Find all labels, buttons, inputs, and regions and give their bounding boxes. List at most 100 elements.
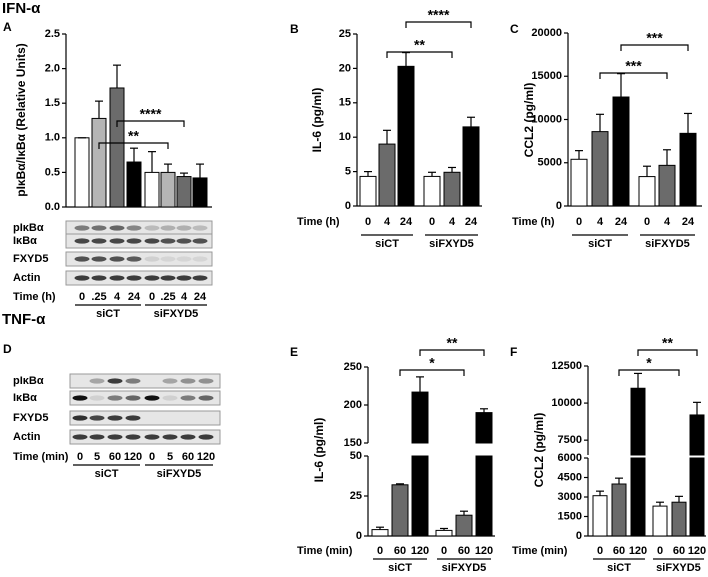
section-header: IFN-α [2, 0, 41, 17]
blot-band [107, 378, 123, 384]
bar [176, 176, 192, 208]
x-axis-label: Time (min) [512, 545, 568, 557]
blot-band [89, 378, 105, 384]
blot-band [107, 434, 123, 440]
group-label: siCT [96, 308, 120, 320]
x-tick-label: 0 [576, 216, 582, 228]
group-label: siFXYD5 [157, 468, 202, 480]
bar [391, 484, 409, 537]
y-tick-label: 10 [339, 131, 351, 143]
y-tick-label: 0 [356, 530, 362, 542]
blot-band [176, 275, 192, 281]
blot-band [192, 238, 208, 244]
bar [371, 529, 389, 537]
x-axis-label: Time (h) [297, 216, 340, 228]
y-tick-label: 25 [350, 490, 362, 502]
y-tick-label: 7500 [558, 434, 582, 446]
x-tick-label: 60 [109, 451, 121, 463]
x-tick-label: 4 [664, 216, 671, 228]
y-axis-label: IL-6 (pg/ml) [312, 418, 326, 483]
significance-label: ** [447, 335, 458, 351]
blot-band [144, 275, 160, 281]
blot-band [176, 238, 192, 244]
blot-band [198, 395, 214, 401]
blot-band [176, 256, 192, 262]
significance-bracket [116, 120, 185, 127]
blot-row-label: Actin [13, 431, 41, 443]
group-label: siCT [607, 562, 631, 574]
group-label: siFXYD5 [656, 562, 701, 574]
y-tick-label: 0.0 [45, 201, 60, 213]
blot-band [91, 238, 107, 244]
x-tick-label: 60 [613, 545, 625, 557]
panel-letter: C [510, 22, 519, 36]
x-tick-label: 60 [458, 545, 470, 557]
blot-band [126, 238, 142, 244]
y-tick-label: 250 [344, 361, 362, 373]
y-tick-label: 10000 [551, 397, 582, 409]
x-tick-label: .25 [91, 291, 106, 303]
significance-bracket [637, 349, 698, 356]
blot-band [126, 275, 142, 281]
significance-label: **** [140, 106, 162, 122]
bar-upper [475, 412, 493, 444]
blot-band [107, 415, 123, 421]
bar [435, 529, 453, 537]
blot-band [89, 395, 105, 401]
blot-band [180, 395, 196, 401]
blot-band [74, 275, 90, 281]
bar [144, 171, 160, 208]
bar [638, 176, 656, 207]
bar [611, 483, 627, 537]
y-tick-label: 1.0 [45, 132, 60, 144]
x-tick-label: 24 [128, 291, 141, 303]
significance-bracket [399, 369, 465, 376]
blot-band [144, 238, 160, 244]
x-axis-label: Time (min) [297, 545, 353, 557]
blot-band [89, 434, 105, 440]
y-tick-label: 200 [344, 399, 362, 411]
blot-band [74, 225, 90, 231]
blot-row-label: FXYD5 [13, 412, 48, 424]
blot-band [125, 378, 141, 384]
y-tick-label: 1500 [558, 510, 582, 522]
blot-row-label: IκBα [13, 235, 37, 247]
y-axis-label: pIκBα/IκBα (Relative Units) [14, 43, 28, 197]
blot-band [109, 275, 125, 281]
blot-band [107, 395, 123, 401]
x-tick-label: 60 [394, 545, 406, 557]
blot-strip [69, 410, 221, 426]
significance-label: *** [625, 58, 642, 74]
blot-band [180, 434, 196, 440]
y-axis-label: CCL2 (pg/ml) [532, 413, 546, 488]
x-tick-label: 24 [615, 216, 628, 228]
significance-bracket [618, 369, 680, 376]
panel-letter: F [510, 345, 517, 359]
y-tick-label: 20000 [531, 27, 562, 39]
x-tick-label: 0 [441, 545, 447, 557]
y-tick-label: 12500 [551, 360, 582, 372]
significance-bracket [620, 44, 689, 51]
x-axis-label: Time (min) [13, 451, 69, 463]
y-tick-label: 0 [556, 200, 562, 212]
bar-lower [630, 457, 646, 537]
bar [126, 161, 142, 208]
group-label: siFXYD5 [442, 562, 487, 574]
blot-band [192, 225, 208, 231]
blot-band [72, 434, 88, 440]
group-label: siFXYD5 [154, 308, 199, 320]
bar [74, 137, 90, 208]
significance-label: * [429, 355, 435, 371]
y-axis-label: CCL2 (pg/ml) [522, 83, 536, 158]
bar [679, 132, 697, 207]
blot-band [160, 225, 176, 231]
blot-band [72, 395, 88, 401]
blot-band [198, 378, 214, 384]
group-label: siFXYD5 [429, 238, 474, 250]
x-tick-label: 60 [182, 451, 194, 463]
x-tick-label: 120 [197, 451, 215, 463]
y-tick-label: 5 [345, 166, 351, 178]
y-tick-label: 5000 [538, 157, 562, 169]
blot-band [198, 434, 214, 440]
bar [462, 126, 480, 207]
